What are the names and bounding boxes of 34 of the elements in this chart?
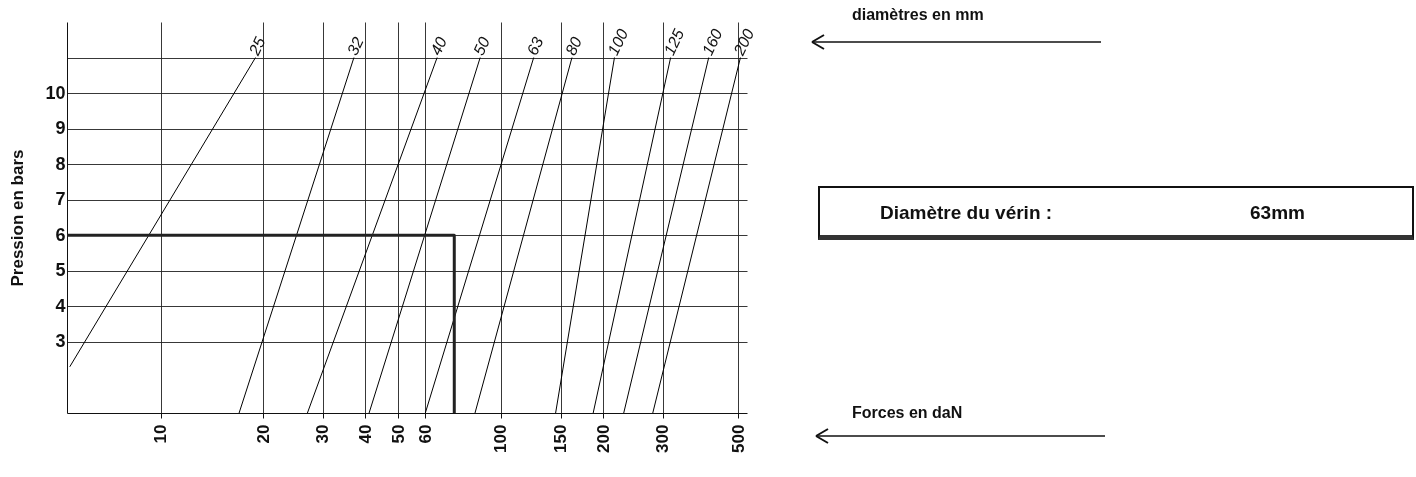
text: 63 xyxy=(523,34,547,58)
y-tick-label: 8 xyxy=(55,153,66,174)
text: 100 xyxy=(604,26,632,58)
x-tick-label: 10 xyxy=(151,424,171,444)
y-tick-label: 9 xyxy=(55,118,66,139)
y-tick-label: 7 xyxy=(55,189,66,210)
x-tick-label: 100 xyxy=(491,424,511,453)
x-tick-label: 40 xyxy=(355,424,375,444)
x-tick-label: 200 xyxy=(593,424,613,453)
y-tick-label: 6 xyxy=(55,224,66,245)
x-tick-label: 20 xyxy=(253,424,273,444)
x-tick-label: 50 xyxy=(388,424,408,444)
text: 50 xyxy=(470,34,494,58)
text: 63mm xyxy=(1250,202,1305,224)
y-tick-label: 5 xyxy=(55,260,66,281)
y-axis-title: Pression en bars xyxy=(8,149,28,287)
text: Forces en daN xyxy=(852,404,963,422)
x-tick-label: 30 xyxy=(313,424,333,444)
text: 25 xyxy=(245,34,269,59)
y-tick-label: 3 xyxy=(55,331,66,352)
x-tick-label: 150 xyxy=(551,424,571,453)
text: 200 xyxy=(730,26,758,59)
text: diamètres en mm xyxy=(852,6,984,24)
text: 125 xyxy=(660,26,688,58)
text: 32 xyxy=(343,34,367,58)
text: 160 xyxy=(698,26,726,58)
x-tick-label: 60 xyxy=(415,424,435,444)
y-tick-label: 4 xyxy=(55,295,66,316)
y-tick-label: 10 xyxy=(45,82,66,103)
text: Diamètre du vérin : xyxy=(880,202,1053,224)
x-tick-label: 300 xyxy=(653,424,673,453)
text: 40 xyxy=(427,34,451,58)
text: 80 xyxy=(561,34,585,58)
x-tick-label: 500 xyxy=(728,424,748,453)
